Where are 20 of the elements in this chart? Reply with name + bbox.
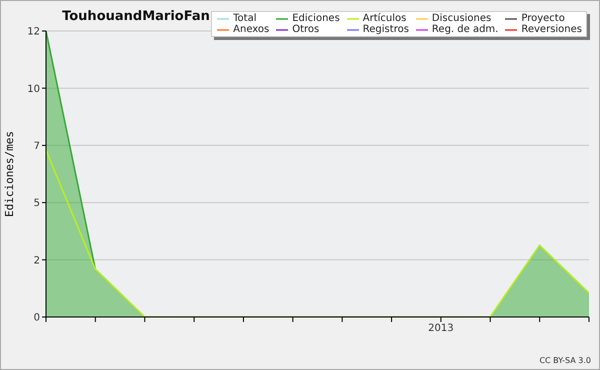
- chart-title: TouhouandMarioFan: [62, 9, 210, 24]
- y-tick-label: 7: [34, 140, 40, 152]
- y-tick-label: 5: [34, 198, 40, 210]
- legend-label: Reg. de adm.: [432, 24, 498, 35]
- y-tick-label: 2: [34, 255, 40, 266]
- x-tick-label: 2013: [428, 323, 454, 334]
- legend-label: Registros: [362, 24, 409, 35]
- legend-label: Reversiones: [521, 24, 582, 35]
- legend-label: Anexos: [233, 24, 270, 35]
- legend-label: Otros: [292, 24, 320, 35]
- legend-label: Artículos: [362, 13, 406, 24]
- y-tick-label: 12: [27, 26, 40, 38]
- y-tick-label: 0: [34, 312, 40, 324]
- legend-label: Ediciones: [292, 13, 340, 24]
- legend-label: Proyecto: [521, 13, 565, 24]
- legend-label: Total: [233, 13, 256, 24]
- text: CC BY-SA 3.0: [539, 356, 591, 365]
- legend-label: Discusiones: [432, 13, 492, 24]
- y-tick-label: 10: [27, 84, 40, 95]
- y-axis-title: Ediciones/mes: [2, 130, 16, 218]
